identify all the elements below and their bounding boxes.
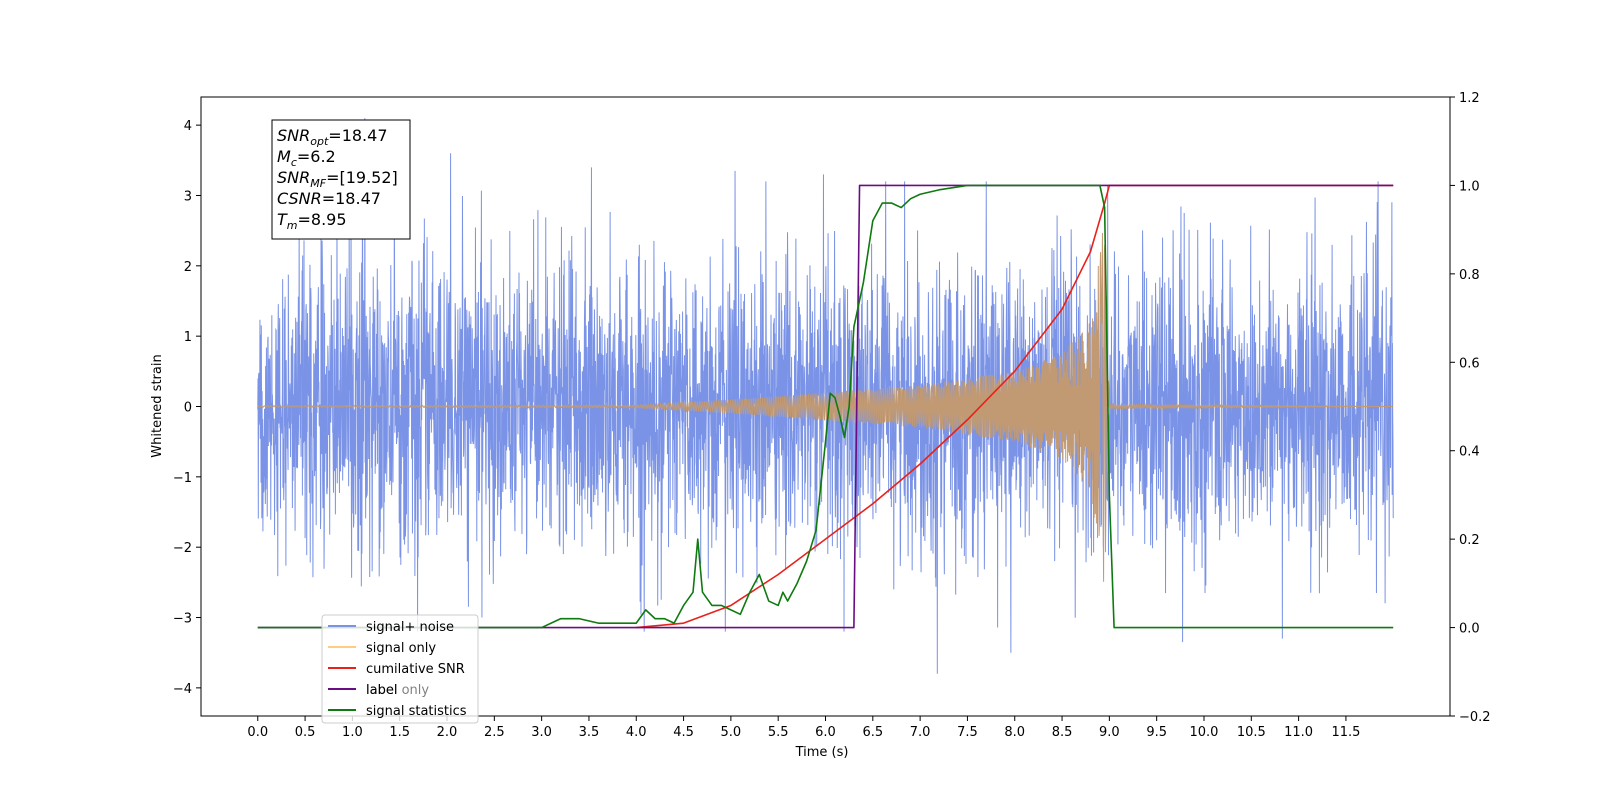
- y2-tick-label: 0.2: [1459, 533, 1480, 548]
- x-tick-label: 0.5: [295, 725, 316, 740]
- legend: signal+ noise signal only cumilative SNR la…: [321, 614, 479, 724]
- x-tick-label: 1.5: [389, 725, 410, 740]
- x-tick-label: 3.5: [579, 725, 600, 740]
- series-layer: [257, 118, 1394, 674]
- x-tick-label: 4.0: [626, 725, 647, 740]
- x-tick-label: 11.5: [1331, 725, 1360, 740]
- y-axis-label: Whitened strain: [150, 354, 165, 457]
- x-tick-label: 5.0: [721, 725, 742, 740]
- x-tick-label: 11.0: [1284, 725, 1313, 740]
- x-tick-label: 10.5: [1237, 725, 1266, 740]
- info-line: Mc=6.2: [277, 147, 336, 169]
- legend-label: signal+ noise: [366, 620, 454, 635]
- line-2: [636, 184, 1394, 629]
- y2-tick-label: 1.0: [1459, 179, 1480, 194]
- legend-label: signal statistics: [366, 704, 467, 719]
- x-axis: 0.0 0.5 1.0 1.5 2.0 2.5 3.0 3.5 4.0 4.5 5.0 5.5 6.0 6…: [247, 716, 1360, 740]
- y-tick-label: −4: [173, 682, 192, 697]
- x-tick-label: 4.5: [673, 725, 694, 740]
- signal-only-line: [257, 232, 1394, 582]
- x-tick-label: 5.5: [768, 725, 789, 740]
- y2-tick-label: 0.4: [1459, 445, 1480, 460]
- x-tick-label: 2.0: [437, 725, 458, 740]
- y2-tick-label: 0.8: [1459, 268, 1480, 283]
- x-tick-label: 7.5: [957, 725, 978, 740]
- x-tick-label: 9.0: [1099, 725, 1120, 740]
- legend-label: cumilative SNR: [366, 662, 465, 677]
- legend-label: signal only: [366, 641, 436, 656]
- info-line: CSNR=18.47: [277, 189, 381, 208]
- info-line: SNRopt=18.47: [277, 126, 388, 148]
- line-4: [257, 184, 1394, 629]
- y-tick-label: 1: [184, 330, 192, 345]
- y-tick-label: 0: [184, 401, 192, 416]
- y-tick-label: 2: [184, 260, 192, 275]
- x-tick-label: 8.5: [1052, 725, 1073, 740]
- y2-tick-label: 0.6: [1459, 356, 1480, 371]
- y-tick-label: 4: [184, 119, 192, 134]
- legend-label: label: [366, 683, 397, 698]
- x-tick-label: 9.5: [1146, 725, 1167, 740]
- y-tick-label: 3: [184, 189, 192, 204]
- y2-tick-label: 0.0: [1459, 622, 1480, 637]
- x-tick-label: 7.0: [910, 725, 931, 740]
- x-tick-label: 1.0: [342, 725, 363, 740]
- series-signal-statistics: [257, 184, 1394, 629]
- info-box-frame: [271, 119, 411, 240]
- signal-noise-line: [257, 118, 1394, 674]
- info-line: SNRMF=[19.52]: [277, 168, 398, 190]
- x-tick-label: 10.0: [1190, 725, 1219, 740]
- y-axis: −4 −3 −2 −1 0 1 2 3 4: [173, 119, 201, 697]
- series-signal-only: [257, 232, 1394, 582]
- info-box: SNRopt=18.47Mc=6.2SNRMF=[19.52]CSNR=18.4…: [271, 119, 411, 240]
- y-tick-label: −3: [173, 612, 192, 627]
- y-tick-label: −1: [173, 471, 192, 486]
- y2-tick-label: 1.2: [1459, 91, 1480, 106]
- y2-tick-label: −0.2: [1459, 710, 1491, 725]
- x-tick-label: 8.0: [1004, 725, 1025, 740]
- x-axis-label: Time (s): [795, 745, 849, 760]
- info-line: Tm=8.95: [277, 210, 347, 232]
- series-signal-noise: [257, 118, 1394, 674]
- series-cumilative-snr: [636, 184, 1394, 629]
- y2-axis: −0.2 0.0 0.2 0.4 0.6 0.8 1.0 1.2: [1450, 91, 1491, 725]
- x-tick-label: 2.5: [484, 725, 505, 740]
- x-tick-label: 6.0: [815, 725, 836, 740]
- legend-frame: [321, 614, 479, 724]
- y-tick-label: −2: [173, 541, 192, 556]
- legend-overlap-label: label only: [366, 683, 429, 698]
- x-tick-label: 0.0: [247, 725, 268, 740]
- x-tick-label: 6.5: [862, 725, 883, 740]
- x-tick-label: 3.0: [531, 725, 552, 740]
